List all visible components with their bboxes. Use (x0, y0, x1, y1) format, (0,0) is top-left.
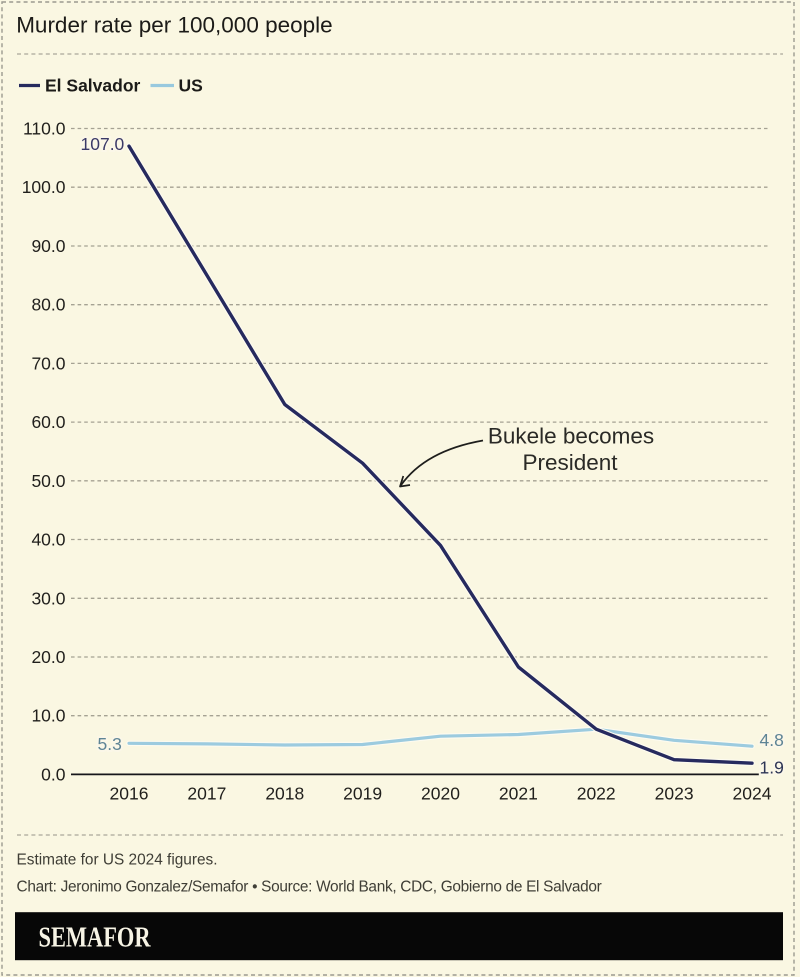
svg-text:2021: 2021 (499, 784, 538, 804)
svg-text:President: President (522, 450, 618, 475)
svg-text:107.0: 107.0 (81, 134, 125, 154)
svg-text:0.0: 0.0 (41, 764, 66, 784)
svg-text:70.0: 70.0 (31, 353, 65, 373)
svg-text:60.0: 60.0 (31, 412, 65, 432)
svg-text:2023: 2023 (655, 784, 694, 804)
svg-text:2016: 2016 (110, 784, 149, 804)
svg-text:50.0: 50.0 (31, 471, 65, 491)
svg-text:2019: 2019 (343, 784, 382, 804)
svg-text:2020: 2020 (421, 784, 460, 804)
svg-text:2017: 2017 (187, 784, 226, 804)
svg-text:40.0: 40.0 (31, 530, 65, 550)
svg-text:US: US (179, 76, 203, 96)
svg-text:SEMAFOR: SEMAFOR (39, 923, 151, 954)
svg-text:4.8: 4.8 (760, 730, 784, 750)
svg-text:80.0: 80.0 (31, 295, 65, 315)
svg-text:2018: 2018 (265, 784, 304, 804)
svg-text:Chart: Jeronimo Gonzalez/Semaf: Chart: Jeronimo Gonzalez/Semafor • Sourc… (17, 879, 602, 896)
svg-text:20.0: 20.0 (31, 647, 65, 667)
svg-text:Bukele becomes: Bukele becomes (488, 424, 654, 449)
svg-text:5.3: 5.3 (98, 734, 122, 754)
svg-text:10.0: 10.0 (31, 706, 65, 726)
svg-text:110.0: 110.0 (23, 119, 66, 139)
svg-text:El Salvador: El Salvador (45, 76, 141, 96)
svg-text:Estimate for US 2024 figures.: Estimate for US 2024 figures. (17, 851, 218, 868)
svg-text:2024: 2024 (733, 784, 772, 804)
svg-text:2022: 2022 (577, 784, 616, 804)
svg-text:1.9: 1.9 (760, 757, 784, 777)
svg-text:30.0: 30.0 (31, 588, 65, 608)
svg-text:90.0: 90.0 (31, 236, 65, 256)
svg-text:Murder rate per 100,000 people: Murder rate per 100,000 people (16, 13, 332, 38)
svg-text:100.0: 100.0 (22, 177, 66, 197)
